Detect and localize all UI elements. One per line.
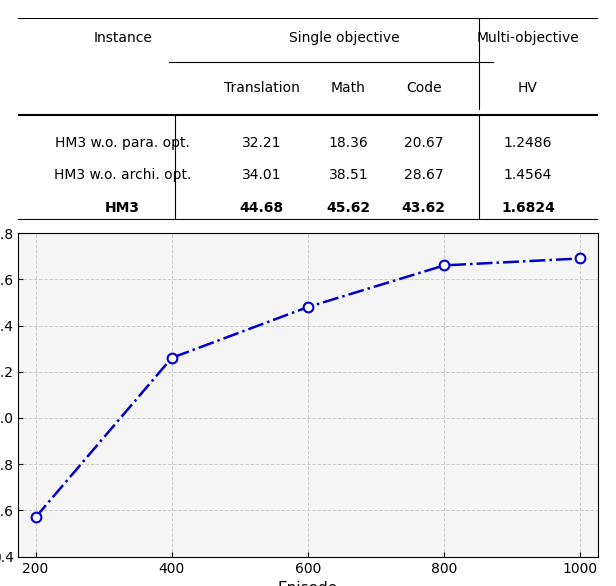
Text: 1.4564: 1.4564 <box>504 168 552 182</box>
Text: HM3: HM3 <box>105 201 140 214</box>
X-axis label: Episode: Episode <box>278 581 338 586</box>
Text: Code: Code <box>406 81 442 96</box>
Text: 43.62: 43.62 <box>402 201 446 214</box>
Text: 1.6824: 1.6824 <box>501 201 555 214</box>
Text: 45.62: 45.62 <box>326 201 371 214</box>
Text: Single objective: Single objective <box>290 31 400 45</box>
Text: Instance: Instance <box>93 31 152 45</box>
Text: 32.21: 32.21 <box>242 136 282 150</box>
Text: 1.2486: 1.2486 <box>504 136 553 150</box>
Text: HM3 w.o. para. opt.: HM3 w.o. para. opt. <box>55 136 190 150</box>
Text: 38.51: 38.51 <box>329 168 368 182</box>
Text: HV: HV <box>518 81 538 96</box>
Text: 28.67: 28.67 <box>404 168 444 182</box>
Text: Translation: Translation <box>224 81 299 96</box>
Text: 44.68: 44.68 <box>240 201 284 214</box>
Text: 34.01: 34.01 <box>242 168 282 182</box>
Text: Multi-objective: Multi-objective <box>477 31 580 45</box>
Text: 18.36: 18.36 <box>329 136 368 150</box>
Text: Math: Math <box>331 81 366 96</box>
Text: 20.67: 20.67 <box>404 136 444 150</box>
Text: HM3 w.o. archi. opt.: HM3 w.o. archi. opt. <box>54 168 192 182</box>
